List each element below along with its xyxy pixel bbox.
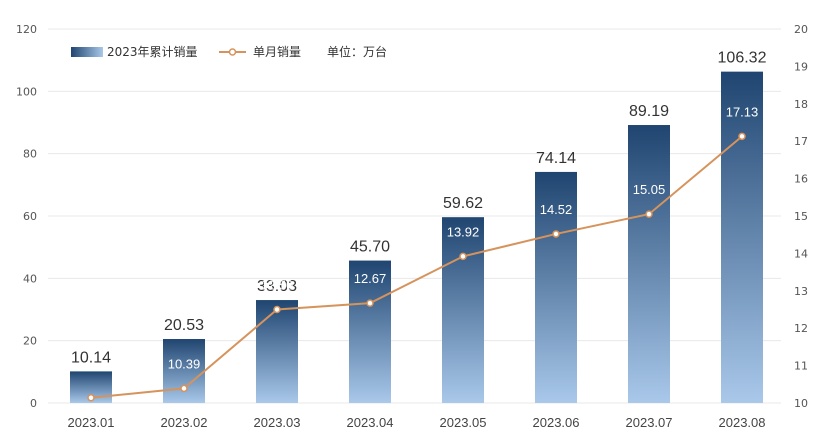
x-tick-label: 2023.07 xyxy=(626,415,673,430)
x-tick-label: 2023.06 xyxy=(533,415,580,430)
right-tick-label: 18 xyxy=(794,98,808,111)
right-tick-label: 20 xyxy=(794,23,808,36)
right-tick-label: 11 xyxy=(794,360,808,373)
line-point xyxy=(273,305,281,314)
line-series: 10.39 12.50 12.67 13.92 14.52 15.05 17.13 xyxy=(87,104,759,402)
right-tick-label: 13 xyxy=(794,285,808,298)
left-tick-label: 100 xyxy=(16,85,37,98)
bar xyxy=(256,300,298,403)
line-point xyxy=(366,299,374,307)
bar xyxy=(721,71,763,404)
right-tick-label: 12 xyxy=(794,322,808,335)
legend-unit: 单位：万台 xyxy=(327,44,387,59)
bar-value-label: 74.14 xyxy=(536,150,576,167)
legend-bar-label: 2023年累计销量 xyxy=(107,45,198,59)
x-tick-label: 2023.05 xyxy=(440,415,487,430)
legend-line-label: 单月销量 xyxy=(253,45,301,59)
line-point xyxy=(459,252,467,261)
line-value-label: 12.67 xyxy=(354,271,387,286)
bar-value-label: 20.53 xyxy=(164,317,204,334)
line-point xyxy=(552,230,560,238)
line-value-label: 12.50 xyxy=(261,278,294,293)
bar-value-label: 106.32 xyxy=(718,50,767,67)
left-axis: 0 20 40 60 80 100 120 xyxy=(16,23,37,410)
bar xyxy=(163,339,205,403)
left-tick-label: 0 xyxy=(30,397,37,410)
gridlines xyxy=(48,28,781,404)
legend: 2023年累计销量 单月销量 单位：万台 xyxy=(71,44,387,59)
bar xyxy=(535,171,577,403)
bar-value-label: 33.03 xyxy=(257,278,297,295)
line-value-label: 17.13 xyxy=(726,104,759,119)
bar-series: 10.14 20.53 33.03 45.70 59.62 74.14 89.19 106.3… xyxy=(70,50,767,404)
x-tick-label: 2023.02 xyxy=(161,415,208,430)
bar-value-label: 59.62 xyxy=(443,195,483,212)
right-tick-label: 14 xyxy=(794,247,808,260)
x-tick-label: 2023.04 xyxy=(347,415,394,430)
left-tick-label: 80 xyxy=(23,148,37,161)
line-value-label: 14.52 xyxy=(540,202,573,217)
line-point xyxy=(645,210,653,218)
line-value-label: 15.05 xyxy=(633,182,666,197)
bar-value-label: 45.70 xyxy=(350,239,390,256)
right-tick-label: 16 xyxy=(794,173,808,186)
x-tick-label: 2023.01 xyxy=(68,415,115,430)
line-point xyxy=(738,132,746,141)
bar xyxy=(349,260,391,403)
line-value-label: 13.92 xyxy=(447,224,480,239)
right-tick-label: 10 xyxy=(794,397,808,410)
bar xyxy=(442,217,484,403)
x-tick-label: 2023.03 xyxy=(254,415,301,430)
line-point xyxy=(87,394,95,402)
bar xyxy=(628,125,670,403)
right-axis: 10 11 12 13 14 15 16 17 18 19 20 xyxy=(794,23,808,410)
left-tick-label: 120 xyxy=(16,23,37,36)
line-point xyxy=(180,384,188,393)
left-tick-label: 20 xyxy=(23,335,37,348)
right-tick-label: 15 xyxy=(794,210,808,223)
bar-value-label: 89.19 xyxy=(629,103,669,120)
x-tick-label: 2023.08 xyxy=(719,415,766,430)
left-tick-label: 60 xyxy=(23,210,37,223)
x-axis: 2023.01 2023.02 2023.03 2023.04 2023.05 2023.… xyxy=(68,415,766,430)
right-tick-label: 17 xyxy=(794,135,808,148)
bar-value-label: 10.14 xyxy=(71,349,111,366)
right-tick-label: 19 xyxy=(794,60,808,73)
line-path xyxy=(90,135,743,399)
legend-bar-swatch xyxy=(71,47,103,57)
left-tick-label: 40 xyxy=(23,272,37,285)
line-value-label: 10.39 xyxy=(168,356,201,371)
legend-line-marker xyxy=(228,48,237,56)
